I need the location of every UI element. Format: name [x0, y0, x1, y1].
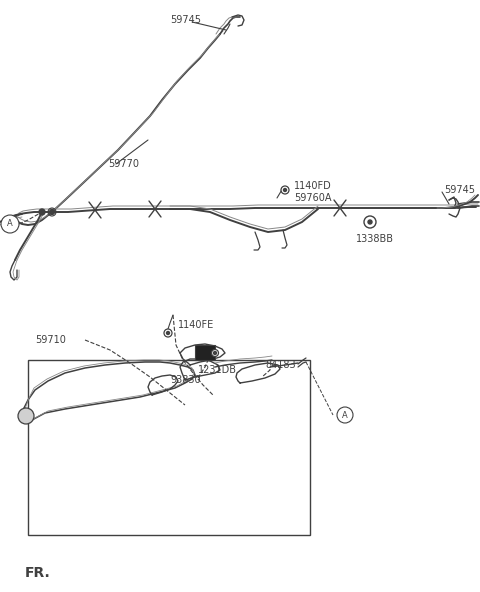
Circle shape: [281, 186, 289, 194]
Text: 59710: 59710: [35, 335, 66, 345]
Circle shape: [364, 216, 376, 228]
Text: 84183: 84183: [265, 360, 296, 370]
Text: 59770: 59770: [108, 159, 139, 169]
Text: 59745: 59745: [444, 185, 475, 195]
Text: 1140FE: 1140FE: [178, 320, 214, 330]
Circle shape: [368, 220, 372, 224]
Text: 59760A: 59760A: [294, 193, 332, 203]
Circle shape: [39, 209, 45, 215]
Text: FR.: FR.: [25, 566, 51, 580]
Circle shape: [1, 215, 19, 233]
Circle shape: [214, 352, 216, 355]
Circle shape: [49, 210, 55, 214]
Circle shape: [167, 332, 169, 334]
Text: 1338BB: 1338BB: [356, 234, 394, 244]
Text: A: A: [342, 410, 348, 420]
Text: 93830: 93830: [170, 375, 201, 385]
Bar: [28, 360, 310, 535]
Text: A: A: [7, 220, 13, 229]
Text: 59745: 59745: [170, 15, 201, 25]
Circle shape: [212, 349, 218, 356]
Circle shape: [164, 329, 172, 337]
Bar: [195, 345, 215, 360]
Circle shape: [337, 407, 353, 423]
Text: 1231DB: 1231DB: [198, 365, 237, 375]
Circle shape: [284, 188, 287, 191]
Circle shape: [18, 408, 34, 424]
Text: 1140FD: 1140FD: [294, 181, 332, 191]
